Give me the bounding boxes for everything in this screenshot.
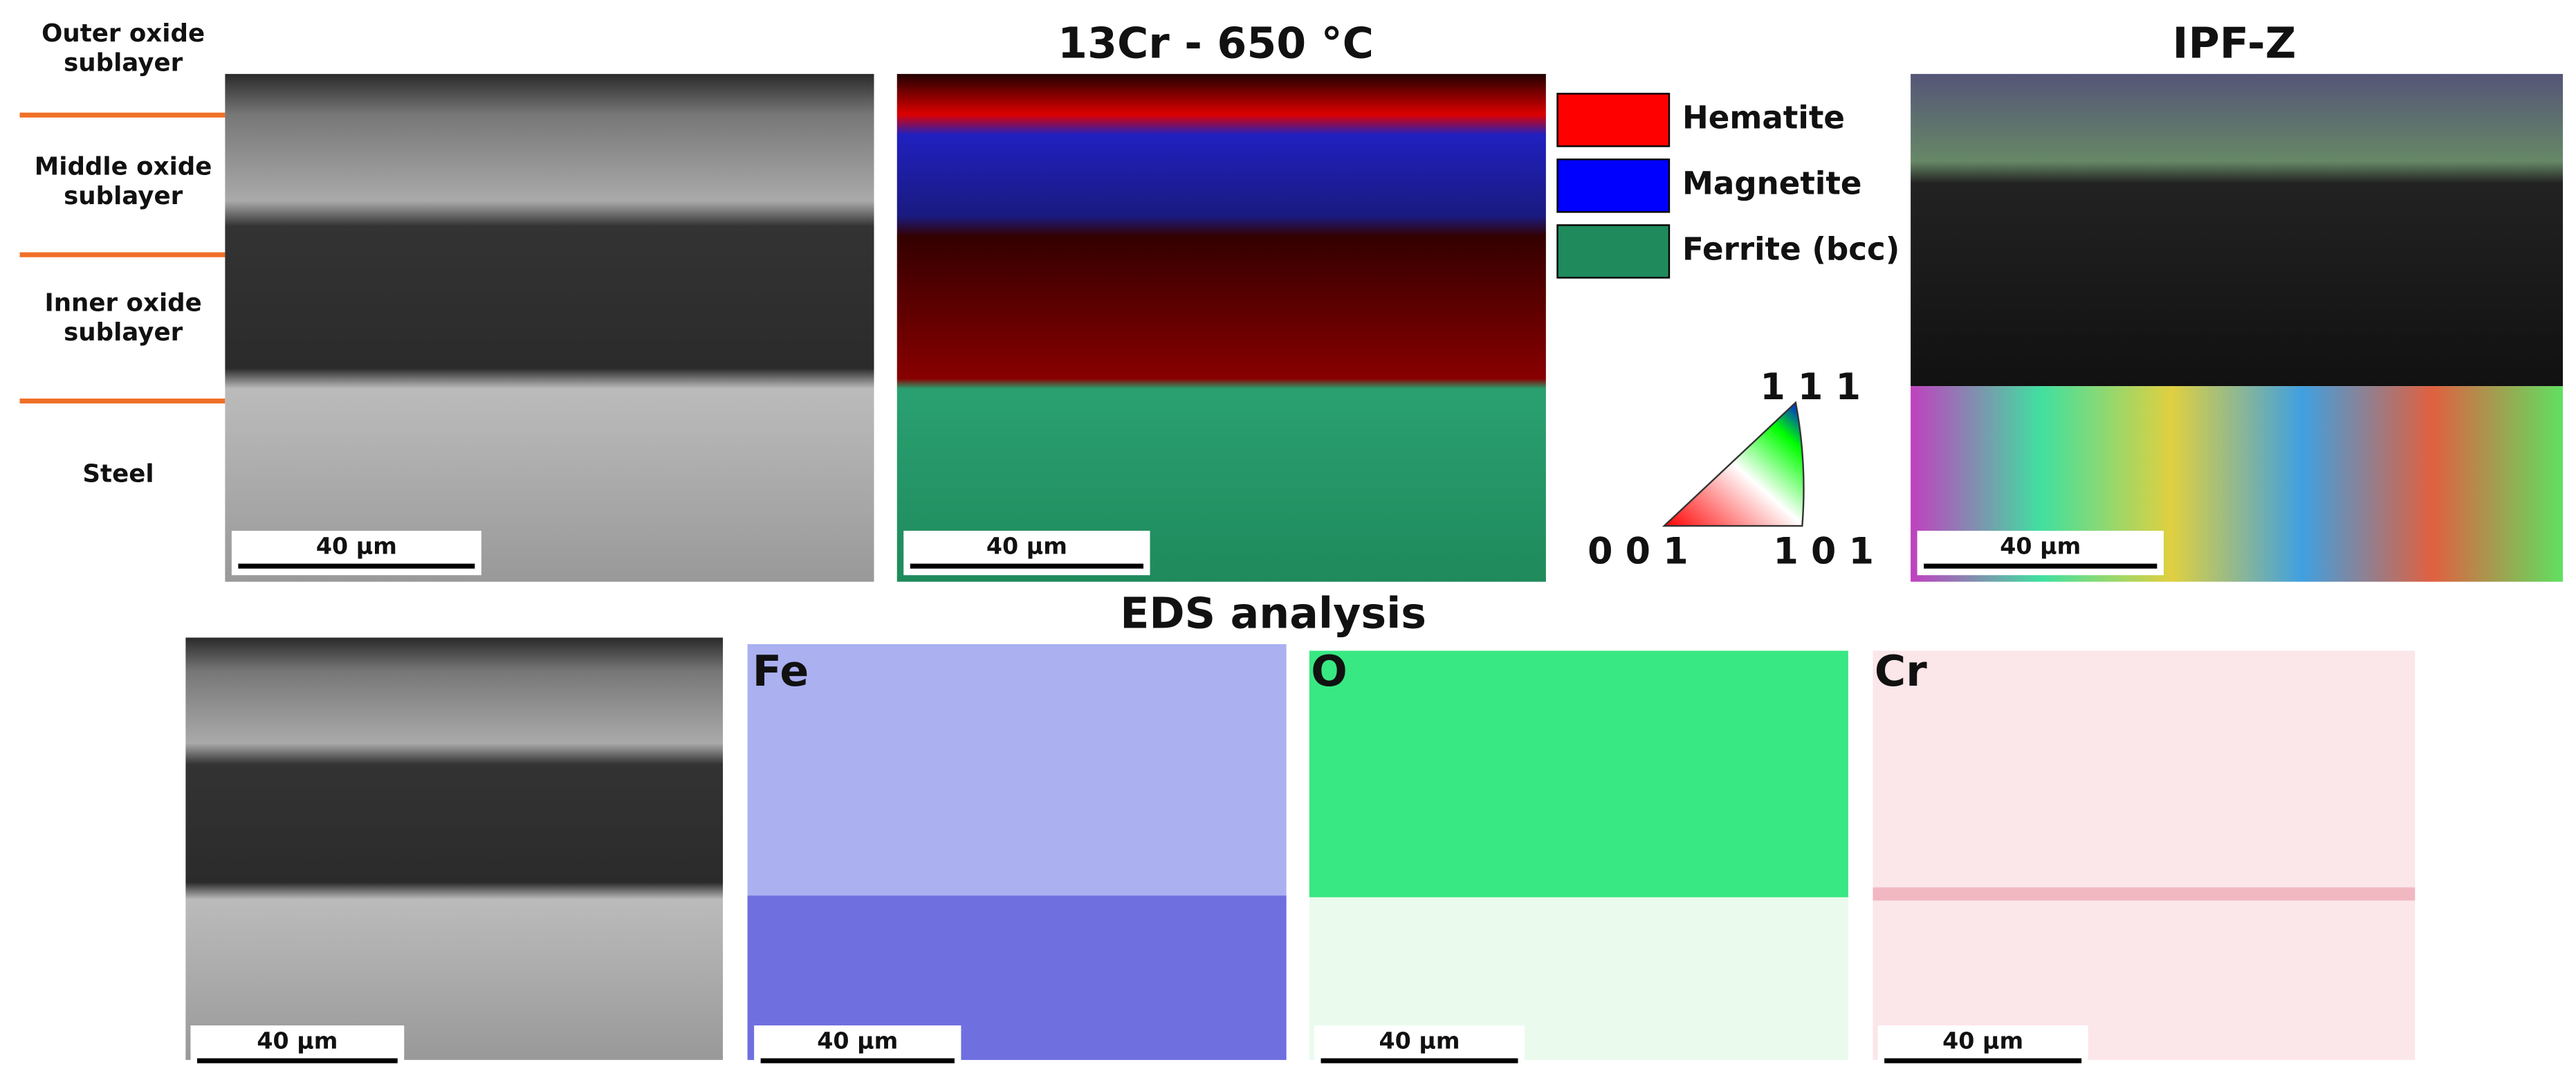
title: IPF-Z bbox=[2173, 19, 2297, 68]
legend: Hematite Magnetite Ferrite (bcc) bbox=[1556, 93, 1899, 279]
sem-image bbox=[185, 637, 723, 1060]
scale-bar bbox=[238, 563, 475, 569]
layer-labels: Outer oxide sublayer Middle oxide sublayer… bbox=[19, 19, 226, 488]
legend-swatch bbox=[1556, 93, 1671, 147]
legend-swatch bbox=[1556, 224, 1671, 279]
layer-label: Steel bbox=[82, 459, 154, 488]
layer-label: Middle oxide sublayer bbox=[35, 152, 212, 210]
phase-map bbox=[896, 73, 1546, 582]
legend-label: Ferrite (bcc) bbox=[1682, 230, 1899, 267]
legend-label: Magnetite bbox=[1682, 165, 1862, 201]
corner-label: 1 1 1 bbox=[1760, 367, 1861, 408]
ipf-map bbox=[1911, 73, 2563, 387]
scale-bar-label: 40 µm bbox=[257, 1027, 338, 1054]
eds-map bbox=[1873, 887, 2416, 901]
scale-bar bbox=[1924, 563, 2158, 569]
scale-bar bbox=[1884, 1058, 2082, 1063]
scale-bars: 40 µm 40 µm 40 µm 40 µm 40 µm 40 µm 40 µm bbox=[190, 531, 2164, 1070]
sem-image bbox=[225, 73, 874, 582]
scale-bar bbox=[910, 563, 1143, 569]
scale-bar-label: 40 µm bbox=[316, 532, 397, 559]
ipf-triangle bbox=[1662, 401, 1805, 527]
title: 13Cr - 650 °C bbox=[1058, 19, 1374, 68]
corner-label: 0 0 1 bbox=[1588, 531, 1688, 572]
eds-map bbox=[1309, 650, 1848, 897]
layer-label: Inner oxide sublayer bbox=[44, 289, 201, 347]
scale-bar bbox=[197, 1058, 398, 1063]
corner-label: 1 0 1 bbox=[1774, 531, 1874, 572]
element-label: Cr bbox=[1875, 646, 1927, 696]
element-label: O bbox=[1311, 646, 1347, 696]
layer-label: Outer oxide sublayer bbox=[42, 19, 205, 77]
scale-bar bbox=[1321, 1058, 1518, 1063]
scale-bar-label: 40 µm bbox=[817, 1027, 898, 1054]
legend-swatch bbox=[1556, 158, 1671, 213]
scale-bar bbox=[760, 1058, 955, 1063]
scale-bar-label: 40 µm bbox=[1942, 1027, 2023, 1054]
scale-bar-label: 40 µm bbox=[2000, 532, 2081, 559]
element-label: Fe bbox=[753, 646, 809, 696]
eds-map bbox=[1873, 650, 2416, 1060]
scale-bar-label: 40 µm bbox=[1379, 1027, 1460, 1054]
legend-label: Hematite bbox=[1682, 99, 1845, 136]
title: EDS analysis bbox=[1120, 589, 1426, 639]
ipf-key: 1 1 1 0 0 1 1 0 1 bbox=[1588, 367, 1874, 572]
scale-bar-label: 40 µm bbox=[986, 532, 1067, 559]
